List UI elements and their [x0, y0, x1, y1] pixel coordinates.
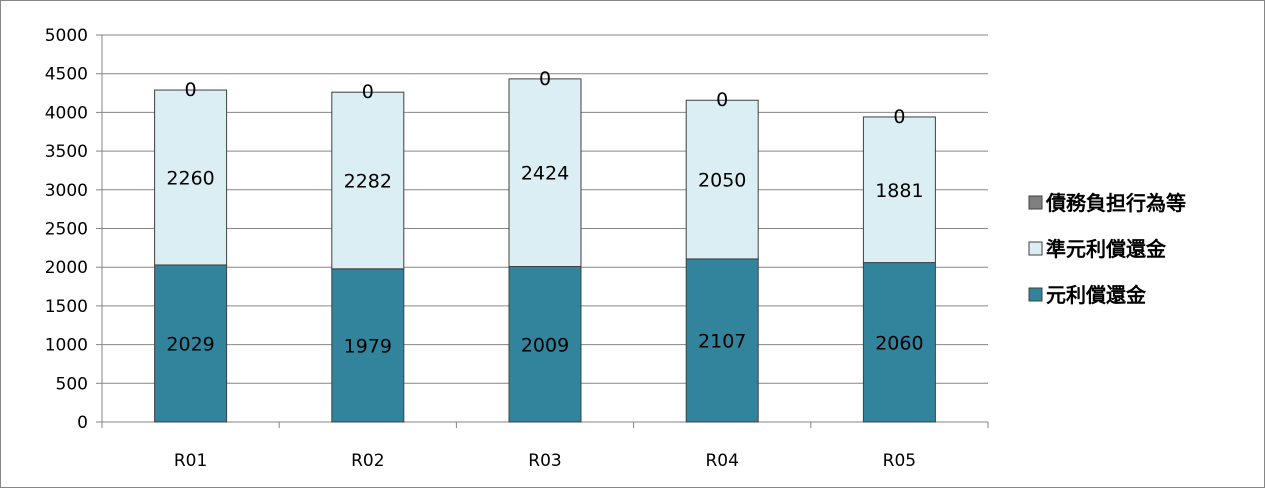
x-tick-label: R02: [351, 451, 384, 471]
data-label: 0: [539, 68, 551, 90]
y-tick-label: 2500: [45, 220, 88, 240]
data-label: 0: [716, 89, 728, 111]
data-label: 2107: [698, 330, 746, 352]
y-tick-label: 3500: [45, 142, 88, 162]
bar-segment: [862, 262, 936, 423]
bars: [154, 78, 936, 423]
data-label: 0: [362, 81, 374, 103]
data-label: 2282: [344, 171, 392, 193]
legend-label: 元利償還金: [1046, 283, 1147, 307]
x-tick-label: R04: [705, 451, 738, 471]
legend-label: 準元利償還金: [1046, 237, 1167, 261]
data-label: 2060: [875, 332, 923, 354]
x-tick-label: R03: [528, 451, 561, 471]
y-tick-label: 1000: [45, 336, 88, 356]
y-tick-label: 2000: [45, 258, 88, 278]
data-label: 1979: [344, 335, 392, 357]
y-tick-label: 3000: [45, 181, 88, 201]
y-tick-label: 1500: [45, 297, 88, 317]
bar-segment: [331, 91, 405, 270]
y-tick-label: 0: [77, 413, 88, 433]
legend-swatch: [1028, 241, 1043, 256]
data-label: 0: [893, 106, 905, 128]
data-label: 2050: [698, 170, 746, 192]
legend-swatch: [1028, 195, 1043, 210]
x-tick-label: R01: [174, 451, 207, 471]
bar-segment: [685, 99, 759, 260]
y-tick-label: 4000: [45, 103, 88, 123]
data-label: 2009: [521, 334, 569, 356]
data-label: 0: [185, 79, 197, 101]
bar-segment: [154, 89, 228, 266]
axes: 0 500 1000 1500 2000 2500 3000 3500 4000 4500 5000…: [45, 26, 989, 471]
legend-swatch: [1028, 287, 1043, 302]
y-tick-label: 4500: [45, 65, 88, 85]
legend-label: 債務負担行為等: [1045, 191, 1186, 215]
x-tick-label: R05: [883, 451, 916, 471]
data-label: 2029: [166, 333, 214, 355]
y-tick-label: 5000: [45, 26, 88, 46]
data-label: 2424: [521, 163, 569, 185]
bar-segment: [862, 116, 936, 264]
bar-segment: [154, 264, 228, 423]
data-label: 1881: [875, 180, 923, 202]
bar-segment: [508, 266, 582, 423]
data-label: 2260: [166, 167, 214, 189]
bar-segment: [685, 258, 759, 423]
gridlines: [102, 34, 988, 384]
y-tick-label: 500: [56, 374, 88, 394]
data-labels: 2029 2260 0 1979 2282 0 2009 2424 0 2107 2050 0 2060…: [166, 68, 923, 358]
bar-segment: [508, 78, 582, 268]
